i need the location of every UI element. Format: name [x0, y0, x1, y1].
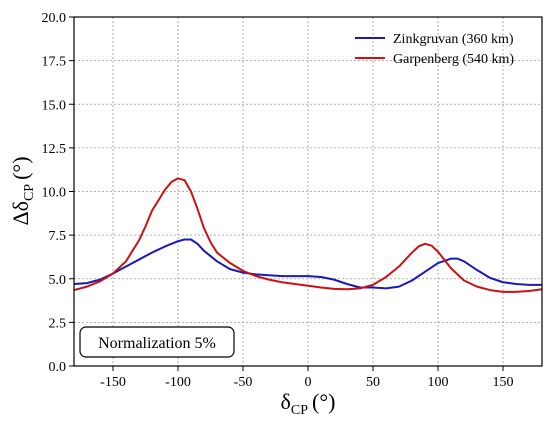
legend: Zinkgruvan (360 km) Garpenberg (540 km): [355, 32, 514, 67]
y-tick-label: 0.0: [49, 360, 67, 375]
y-tick-label: 2.5: [49, 316, 67, 331]
legend-label-garpenberg: Garpenberg (540 km): [393, 52, 514, 67]
y-tick-label: 17.5: [42, 55, 67, 70]
annotation-box: Normalization 5%: [79, 326, 235, 358]
x-tick-label: 50: [366, 375, 380, 390]
grid-lines: [74, 16, 542, 367]
x-axis-label: δCP (°): [281, 389, 336, 418]
legend-label-zinkgruvan: Zinkgruvan (360 km): [393, 32, 514, 47]
x-tick-label: 150: [493, 375, 514, 390]
series-line-zinkgruvan: [73, 238, 542, 290]
x-tick-label: -150: [100, 375, 126, 390]
x-axis-ticks: -150 -100 -50 0 50 100 150: [100, 366, 514, 390]
x-tick-label: -50: [234, 375, 253, 390]
annotation-text: Normalization 5%: [98, 335, 216, 352]
y-tick-label: 12.5: [42, 142, 67, 157]
x-tick-label: 100: [428, 375, 449, 390]
y-axis-label: ΔδCP(°): [8, 156, 37, 225]
y-tick-label: 20.0: [42, 11, 67, 26]
y-tick-label: 10.0: [42, 186, 67, 201]
y-tick-label: 5.0: [49, 273, 67, 288]
series-layer: [73, 177, 543, 293]
y-tick-label: 15.0: [42, 98, 67, 113]
x-tick-label: 0: [305, 375, 312, 390]
y-tick-label: 7.5: [49, 229, 67, 244]
y-axis-ticks: 0.0 2.5 5.0 7.5 10.0 12.5 15.0 17.5 20.0: [42, 11, 74, 375]
x-tick-label: -100: [165, 375, 191, 390]
